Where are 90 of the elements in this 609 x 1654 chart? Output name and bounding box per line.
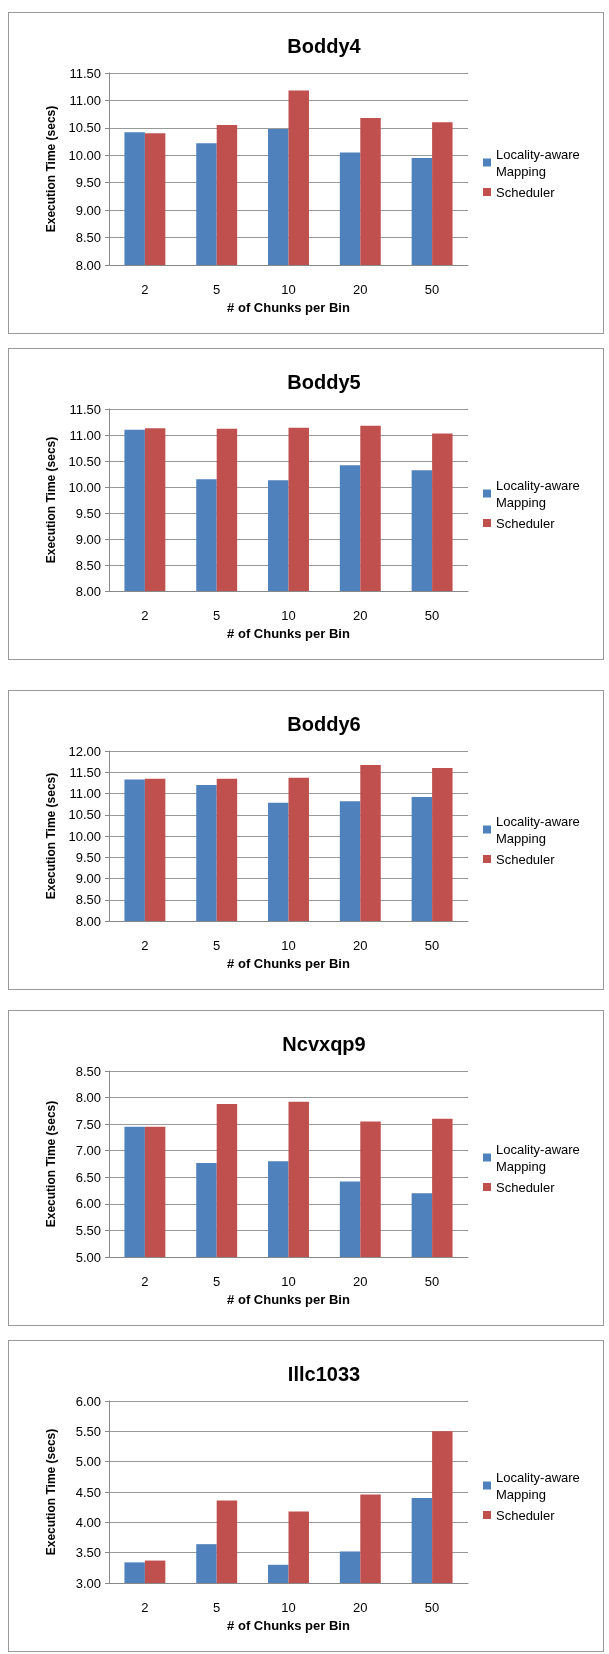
x-tick-label: 5 — [213, 1600, 221, 1615]
y-tick-label: 7.50 — [75, 1116, 101, 1132]
x-tick-label: 10 — [281, 282, 296, 297]
y-tick-label: 3.50 — [75, 1545, 101, 1561]
y-tick-label: 10.00 — [68, 479, 101, 495]
legend-label: Scheduler — [496, 515, 556, 531]
x-tick-label: 20 — [353, 938, 368, 953]
x-tick-label: 50 — [424, 1274, 440, 1289]
x-tick-label: 20 — [353, 608, 368, 623]
y-tick-label: 4.50 — [75, 1484, 101, 1500]
y-tick-label: 8.50 — [75, 230, 101, 246]
x-tick-label: 50 — [424, 1600, 440, 1615]
legend-label: Locality-aware Mapping — [496, 813, 584, 846]
y-tick-label: 9.50 — [75, 175, 101, 191]
x-tick-label: 50 — [424, 938, 440, 953]
x-tick-label: 2 — [141, 1274, 149, 1289]
x-tick-label: 10 — [281, 608, 296, 623]
legend-label: Locality-aware Mapping — [496, 477, 584, 510]
chart-title: Illc1033 — [287, 1363, 361, 1385]
x-tick-label: 5 — [213, 938, 221, 953]
y-tick-label: 10.50 — [68, 120, 101, 136]
y-tick-label: 12.00 — [68, 743, 101, 759]
x-tick-label: 50 — [424, 282, 440, 297]
x-axis-title: # of Chunks per Bin — [227, 626, 350, 641]
y-tick-label: 8.50 — [75, 892, 101, 908]
x-tick-label: 2 — [141, 608, 149, 623]
y-tick-label: 9.00 — [75, 871, 101, 886]
y-tick-label: 5.00 — [75, 1249, 101, 1265]
y-tick-label: 10.00 — [68, 828, 101, 844]
y-tick-label: 9.00 — [75, 531, 101, 547]
y-tick-label: 8.00 — [75, 913, 101, 929]
y-axis-title: Execution Time (secs) — [44, 436, 58, 564]
y-tick-label: 8.00 — [75, 583, 101, 599]
y-tick-label: 11.00 — [69, 92, 101, 108]
y-axis-title: Execution Time (secs) — [44, 1428, 58, 1556]
x-tick-label: 10 — [281, 1274, 296, 1289]
y-axis-title: Execution Time (secs) — [44, 105, 58, 233]
y-tick-label: 8.50 — [75, 557, 101, 573]
y-tick-label: 5.50 — [75, 1222, 101, 1238]
y-tick-label: 10.50 — [68, 453, 101, 469]
y-tick-label: 4.00 — [75, 1514, 101, 1530]
x-tick-label: 20 — [353, 282, 368, 297]
y-tick-label: 6.00 — [75, 1393, 101, 1409]
x-axis-title: # of Chunks per Bin — [227, 1292, 350, 1307]
y-tick-label: 11.50 — [69, 401, 101, 417]
x-tick-label: 2 — [141, 1600, 149, 1615]
x-tick-label: 2 — [141, 282, 149, 297]
legend-label: Locality-aware Mapping — [496, 1141, 584, 1174]
y-tick-label: 11.50 — [69, 764, 101, 780]
legend-label: Locality-aware Mapping — [496, 146, 584, 179]
y-tick-label: 9.00 — [75, 202, 101, 218]
y-tick-label: 11.00 — [69, 427, 101, 443]
y-tick-label: 5.50 — [75, 1423, 101, 1439]
x-axis-title: # of Chunks per Bin — [227, 300, 350, 315]
legend-label: Scheduler — [496, 851, 556, 867]
y-tick-label: 10.00 — [68, 147, 101, 163]
y-tick-label: 5.00 — [75, 1454, 101, 1470]
x-tick-label: 2 — [141, 938, 149, 953]
y-tick-label: 9.50 — [75, 505, 101, 521]
x-tick-label: 5 — [213, 282, 221, 297]
y-tick-label: 8.00 — [75, 257, 101, 273]
y-axis-title: Execution Time (secs) — [44, 772, 58, 900]
x-tick-label: 10 — [281, 1600, 296, 1615]
y-tick-label: 3.00 — [75, 1575, 101, 1591]
y-tick-label: 8.50 — [75, 1063, 101, 1079]
y-tick-label: 10.50 — [68, 807, 101, 823]
x-tick-label: 5 — [213, 608, 221, 623]
chart-title: Boddy6 — [287, 713, 361, 735]
x-tick-label: 20 — [353, 1274, 368, 1289]
x-tick-label: 10 — [281, 938, 296, 953]
x-axis-title: # of Chunks per Bin — [227, 1618, 350, 1633]
chart-title: Boddy5 — [287, 371, 361, 393]
legend-label: Locality-aware Mapping — [496, 1469, 584, 1502]
legend-label: Scheduler — [496, 184, 556, 200]
x-tick-label: 50 — [424, 608, 440, 623]
x-tick-label: 5 — [213, 1274, 221, 1289]
y-axis-title: Execution Time (secs) — [44, 1100, 58, 1228]
y-tick-label: 6.50 — [75, 1169, 101, 1185]
y-tick-label: 6.00 — [75, 1196, 101, 1212]
chart-title: Boddy4 — [287, 35, 362, 57]
x-tick-label: 20 — [353, 1600, 368, 1615]
y-tick-label: 7.00 — [75, 1143, 101, 1159]
y-tick-label: 8.00 — [75, 1090, 101, 1106]
y-tick-label: 11.50 — [69, 65, 101, 81]
legend-label: Scheduler — [496, 1507, 556, 1523]
y-tick-label: 11.00 — [69, 786, 101, 801]
y-tick-label: 9.50 — [75, 849, 101, 865]
chart-title: Ncvxqp9 — [282, 1033, 366, 1055]
legend-label: Scheduler — [496, 1179, 556, 1195]
x-axis-title: # of Chunks per Bin — [227, 956, 350, 971]
